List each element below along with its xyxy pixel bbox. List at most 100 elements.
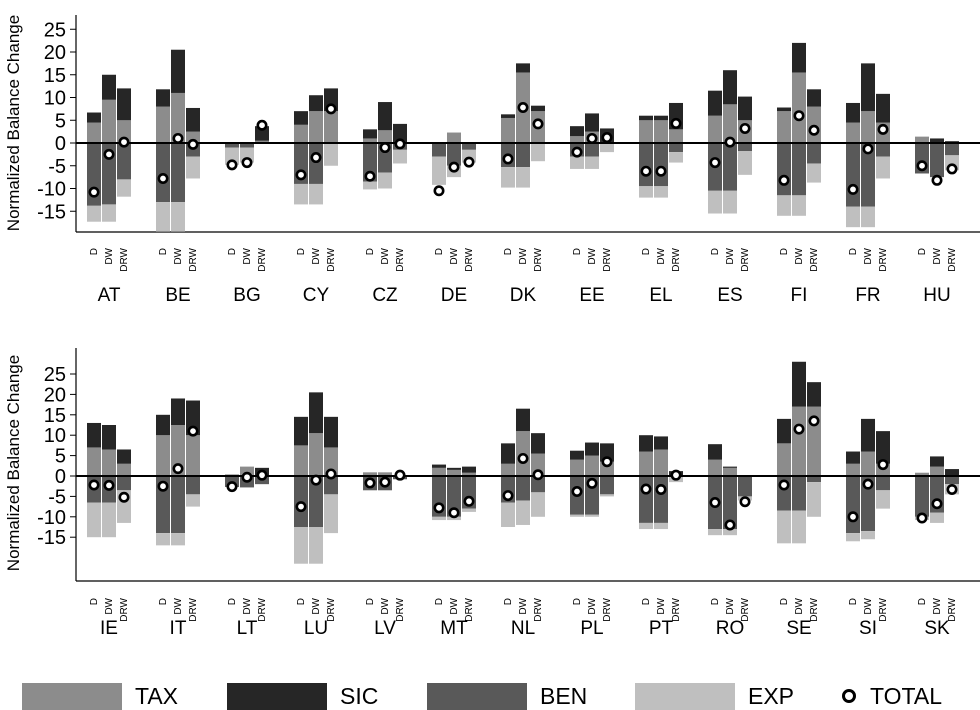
legend-swatch-sic (227, 683, 327, 710)
y-axis-label: Normalized Balance Change (4, 15, 23, 231)
subcategory-label: D (296, 598, 307, 605)
subcategory-label: DW (242, 247, 253, 264)
bar-segment-exp (669, 152, 683, 163)
subcategory-label: DRW (257, 247, 268, 271)
bar-segment-exp (225, 147, 239, 165)
bar-segment-tax (156, 435, 170, 476)
subcategory-label: DRW (533, 597, 544, 621)
bar-segment-ben (792, 476, 806, 511)
bar-segment-ben (324, 476, 338, 495)
bar-segment-exp (171, 202, 185, 232)
bar-segment-sic (516, 63, 530, 73)
total-marker (157, 172, 169, 184)
country-label: DE (441, 285, 467, 306)
bar-segment-tax (861, 451, 875, 476)
bar-segment-sic (501, 443, 515, 464)
subcategory-label: D (572, 248, 583, 255)
total-marker (670, 117, 682, 129)
bar-segment-exp (738, 151, 752, 175)
subcategory-label: DW (932, 597, 943, 614)
total-marker (739, 496, 751, 508)
total-marker (187, 425, 199, 437)
bar-segment-exp (87, 205, 101, 222)
total-marker (118, 136, 130, 148)
bar-segment-ben (447, 143, 461, 166)
country-label: FI (791, 285, 808, 306)
total-marker (448, 507, 460, 519)
total-marker (379, 476, 391, 488)
bar-segment-sic (777, 418, 791, 444)
bar-segment-exp (639, 186, 653, 198)
bar-segment-ben (309, 476, 323, 527)
bar-segment-exp (156, 533, 170, 546)
bar-segment-tax (846, 122, 860, 143)
country-label: EE (579, 285, 604, 306)
bar-segment-ben (876, 476, 890, 491)
total-marker (517, 452, 529, 464)
legend-label-ben: BEN (540, 683, 587, 709)
bar-segment-sic (531, 433, 545, 454)
bar-segment-exp (102, 502, 116, 538)
bar-segment-exp (363, 181, 377, 190)
bar-segment-exp (585, 514, 599, 517)
country-label: MT (440, 618, 468, 639)
bar-segment-exp (156, 202, 170, 232)
subcategory-label: D (848, 598, 859, 605)
bar-segment-sic (432, 464, 446, 468)
bar-segment-tax (240, 466, 254, 476)
country-label: LT (237, 618, 258, 639)
bar-segment-ben (531, 476, 545, 493)
y-tick-label: 15 (44, 405, 66, 427)
subcategory-label: D (641, 248, 652, 255)
total-marker (463, 156, 475, 168)
subcategory-label: D (917, 598, 928, 605)
subcategory-label: D (89, 248, 100, 255)
bar-segment-sic (117, 88, 131, 121)
subcategory-label: DRW (533, 247, 544, 271)
bar-segment-exp (171, 533, 185, 546)
bar-segment-ben (654, 476, 668, 523)
bar-segment-ben (156, 143, 170, 203)
bar-segment-sic (294, 111, 308, 125)
bar-segment-exp (807, 163, 821, 183)
bar-segment-sic (876, 93, 890, 123)
bar-segment-exp (462, 508, 476, 512)
subcategory-label: D (158, 248, 169, 255)
bar-segment-tax (669, 129, 683, 143)
total-marker (640, 483, 652, 495)
subcategory-label: DRW (602, 597, 613, 621)
bar-segment-sic (723, 70, 737, 105)
total-marker (502, 153, 514, 165)
subcategory-label: D (434, 248, 445, 255)
total-marker (586, 477, 598, 489)
total-marker (847, 183, 859, 195)
y-tick-label: 20 (44, 42, 66, 64)
bar-segment-ben (846, 143, 860, 207)
total-marker (103, 148, 115, 160)
bar-segment-exp (516, 167, 530, 188)
legend-swatch-tax (22, 683, 122, 710)
bar-segment-ben (240, 143, 254, 148)
total-marker (325, 103, 337, 115)
subcategory-label: DRW (188, 597, 199, 621)
bar-segment-exp (102, 204, 116, 222)
bar-segment-sic (570, 450, 584, 460)
bar-segment-tax (447, 469, 461, 476)
country-label: SE (786, 618, 811, 639)
legend-label-sic: SIC (340, 683, 378, 709)
total-marker (103, 479, 115, 491)
total-marker (946, 483, 958, 495)
subcategory-label: DRW (326, 597, 337, 621)
subcategory-label: DRW (119, 597, 130, 621)
bar-segment-tax (723, 104, 737, 143)
subcategory-label: DRW (188, 247, 199, 271)
country-label: RO (716, 618, 745, 639)
country-label: CY (303, 285, 330, 306)
bar-segment-tax (432, 467, 446, 476)
bar-segment-sic (930, 456, 944, 467)
subcategory-label: DW (311, 597, 322, 614)
subcategory-label: D (710, 598, 721, 605)
y-tick-label: 5 (55, 446, 66, 468)
bar-segment-exp (861, 206, 875, 228)
total-marker (256, 119, 268, 131)
